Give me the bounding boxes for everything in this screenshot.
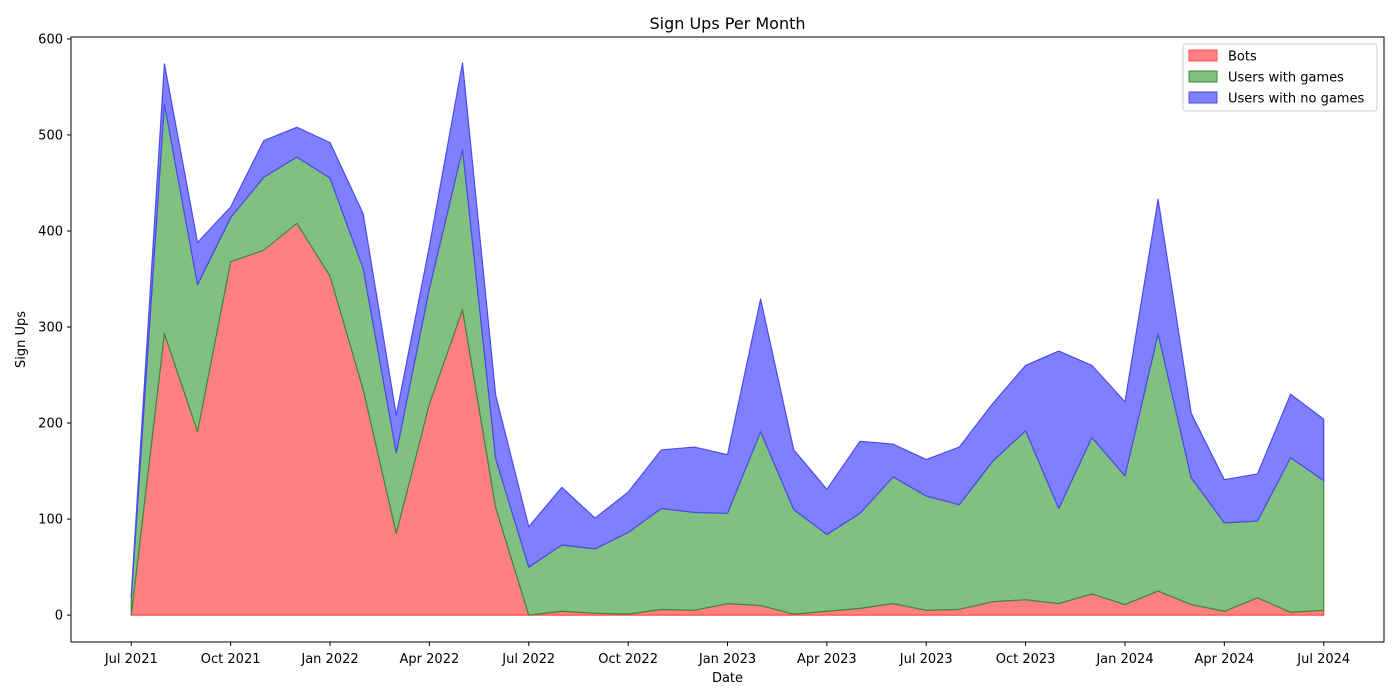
legend-label: Users with games	[1228, 71, 1344, 86]
x-axis: Jul 2021 Oct 2021 Jan 2022 Apr 2022 Jul 2022…	[104, 642, 1350, 667]
x-tick-label: Jan 2022	[300, 652, 358, 667]
y-tick-label: 0	[55, 609, 63, 624]
x-tick-label: Oct 2021	[201, 652, 261, 667]
y-axis: 0 100 200 300 400 500 600	[38, 32, 71, 624]
y-tick-label: 100	[38, 513, 63, 528]
legend: Bots Users with games Users with no games	[1182, 43, 1378, 112]
x-tick-label: Apr 2024	[1194, 652, 1254, 667]
x-tick-label: Jul 2022	[501, 652, 555, 667]
y-tick-label: 600	[38, 32, 63, 47]
x-tick-label: Jul 2023	[899, 652, 953, 667]
y-tick-label: 500	[38, 128, 63, 143]
x-tick-label: Apr 2022	[400, 652, 460, 667]
x-tick-label: Jan 2024	[1095, 652, 1153, 667]
plot-area	[130, 62, 1325, 616]
x-tick-label: Oct 2023	[996, 652, 1056, 667]
legend-label: Bots	[1228, 50, 1257, 65]
chart-title: Sign Ups Per Month	[649, 14, 805, 33]
legend-box	[1182, 43, 1378, 112]
x-tick-label: Jul 2024	[1296, 652, 1350, 667]
y-tick-label: 400	[38, 224, 63, 239]
legend-swatch	[1188, 70, 1218, 83]
x-tick-label: Jan 2023	[698, 652, 756, 667]
y-tick-label: 300	[38, 321, 63, 336]
legend-swatch	[1188, 49, 1218, 62]
x-tick-label: Apr 2023	[797, 652, 857, 667]
legend-label: Users with no games	[1228, 92, 1364, 107]
y-tick-label: 200	[38, 417, 63, 432]
x-axis-title: Date	[712, 671, 743, 686]
y-axis-title: Sign Ups	[14, 311, 29, 368]
x-tick-label: Jul 2021	[104, 652, 158, 667]
area-users-with-no-games	[130, 62, 1325, 599]
legend-swatch	[1188, 91, 1218, 104]
x-tick-label: Oct 2022	[598, 652, 658, 667]
